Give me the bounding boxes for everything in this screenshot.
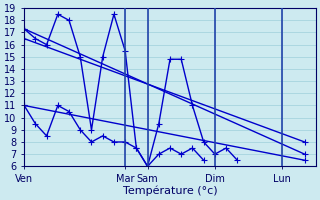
X-axis label: Température (°c): Température (°c) xyxy=(123,185,217,196)
